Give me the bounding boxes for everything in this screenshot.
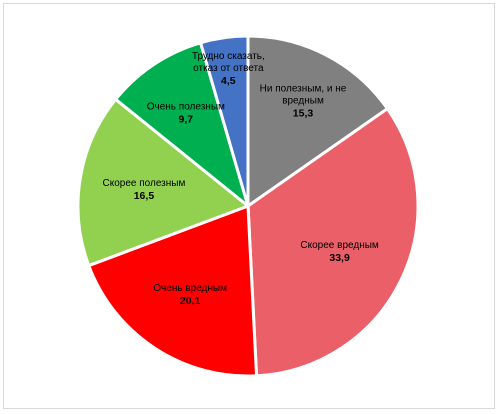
slice-value: 15,3	[293, 107, 314, 119]
slice-value: 20,1	[180, 295, 201, 307]
pie-slices	[76, 34, 420, 378]
slice-value: 9,7	[179, 114, 194, 126]
pie-slice	[199, 34, 250, 208]
pie-slice	[246, 34, 389, 208]
slice-label: вредным	[282, 95, 324, 106]
pie-slice	[87, 204, 259, 378]
slice-label: Ни полезным, и не	[260, 83, 347, 94]
slice-label: Очень полезным	[147, 102, 225, 113]
pie-slice	[114, 41, 250, 208]
slice-label: отказ от ответа	[193, 63, 264, 74]
slice-value: 16,5	[134, 190, 155, 202]
slice-label: Скорее полезным	[103, 178, 186, 189]
slice-label: Очень вредным	[153, 283, 227, 294]
pie-slice	[76, 97, 250, 268]
slice-value: 33,9	[329, 252, 350, 264]
slice-label: Скорее вредным	[300, 240, 378, 251]
slice-value: 4,5	[221, 75, 236, 87]
pie-slice	[246, 107, 420, 378]
slice-label: Трудно сказать,	[192, 51, 265, 62]
